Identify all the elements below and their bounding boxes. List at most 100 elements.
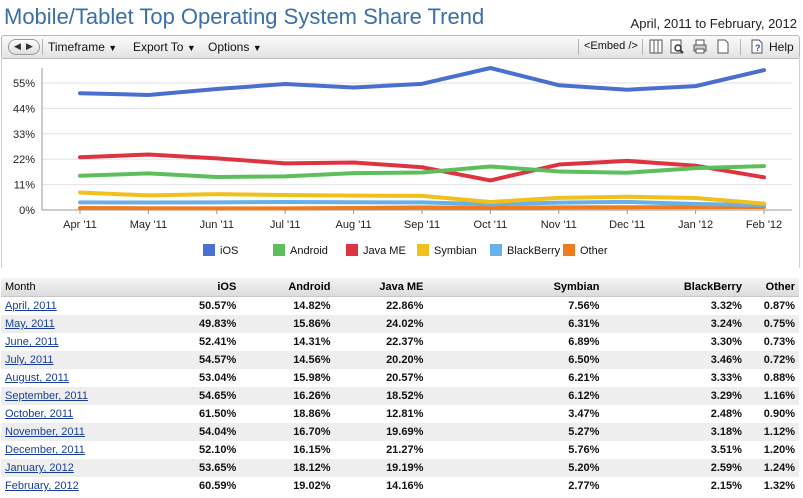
x-tick-label: Nov '11 [541, 219, 577, 231]
column-header-other[interactable]: Other [745, 278, 799, 297]
value-cell: 14.16% [386, 480, 424, 492]
month-link[interactable]: May, 2011 [5, 318, 55, 330]
column-header-ios[interactable]: iOS [134, 278, 241, 297]
x-tick-label: Feb '12 [746, 219, 782, 231]
legend-item-ios[interactable]: iOS [203, 244, 238, 257]
value-cell: 3.24% [603, 315, 746, 333]
value-cell: 16.26% [240, 387, 335, 405]
value-cell: 3.32% [710, 300, 742, 312]
month-link[interactable]: January, 2012 [5, 462, 74, 474]
forward-arrow-icon[interactable]: ▶ [26, 41, 33, 51]
value-cell: 6.21% [568, 372, 600, 384]
month-cell: November, 2011 [1, 423, 135, 441]
column-header-java-me[interactable]: Java ME [334, 278, 428, 297]
legend-label: iOS [220, 245, 239, 257]
x-tick-label: Jun '11 [200, 219, 234, 231]
month-cell: August, 2011 [1, 369, 134, 387]
export-label: Export To [133, 40, 184, 54]
value-cell: 22.37% [386, 336, 424, 348]
month-link[interactable]: December, 2011 [5, 444, 85, 456]
month-link[interactable]: October, 2011 [5, 408, 74, 420]
embed-button[interactable]: <Embed /> [584, 40, 638, 52]
page-title: Mobile/Tablet Top Operating System Share… [4, 4, 485, 29]
value-cell: 61.50% [199, 408, 237, 420]
value-cell: 52.41% [199, 336, 237, 348]
value-cell: 19.19% [334, 459, 428, 477]
month-link[interactable]: July, 2011 [5, 354, 54, 366]
value-cell: 1.32% [763, 480, 795, 492]
column-header-month[interactable]: Month [1, 278, 135, 297]
value-cell: 15.98% [293, 372, 331, 384]
value-cell: 54.04% [134, 423, 241, 441]
series-line-java-me[interactable] [78, 152, 766, 183]
value-cell: 14.82% [293, 300, 331, 312]
columns-icon[interactable] [649, 39, 663, 54]
month-link[interactable]: August, 2011 [5, 372, 70, 384]
chart-panel: 0% 11% 22% 33% 44% 55% Apr '11 May '11 Jun '11 Ju… [1, 58, 800, 268]
value-cell: 20.57% [386, 372, 424, 384]
data-table: Month iOS Android Java ME Symbian BlackBerry O… [1, 278, 799, 495]
value-cell: 3.46% [603, 351, 746, 369]
chevron-down-icon: ▼ [108, 43, 118, 53]
column-header-android[interactable]: Android [240, 278, 335, 297]
month-cell: February, 2012 [1, 477, 134, 495]
x-tick-label: May '11 [130, 219, 167, 231]
month-link[interactable]: September, 2011 [5, 390, 88, 402]
print-icon[interactable] [693, 39, 707, 54]
legend-item-android[interactable]: Android [273, 244, 328, 257]
timeframe-menu[interactable]: Timeframe ▼ [48, 40, 117, 54]
help-label[interactable]: Help [769, 40, 794, 54]
series-line-other[interactable] [78, 204, 766, 211]
value-cell: 21.27% [386, 444, 424, 456]
value-cell: 3.33% [710, 372, 742, 384]
value-cell: 2.77% [568, 480, 600, 492]
month-link[interactable]: November, 2011 [5, 426, 85, 438]
options-menu[interactable]: Options ▼ [208, 40, 262, 54]
timeframe-label: Timeframe [48, 40, 105, 54]
month-link[interactable]: April, 2011 [5, 300, 57, 312]
value-cell: 15.86% [240, 315, 335, 333]
legend-item-java-me[interactable]: Java ME [346, 244, 406, 257]
back-forward-button[interactable]: ◀ ▶ [8, 39, 40, 55]
legend-item-blackberry[interactable]: BlackBerry [490, 244, 560, 257]
legend-swatch [346, 244, 358, 256]
value-cell: 19.02% [293, 480, 331, 492]
table-row: June, 2011 52.41% 14.31% 22.37% 6.89% 3.30% 0.… [1, 333, 799, 351]
value-cell: 18.12% [240, 459, 335, 477]
value-cell: 2.15% [710, 480, 742, 492]
series-line-blackberry[interactable] [78, 199, 766, 208]
value-cell: 7.56% [568, 300, 600, 312]
legend-item-other[interactable]: Other [563, 244, 608, 257]
column-header-blackberry[interactable]: BlackBerry [603, 278, 746, 297]
series-line-android[interactable] [78, 164, 766, 179]
date-range: April, 2011 to February, 2012 [630, 16, 797, 31]
month-link[interactable]: June, 2011 [5, 336, 59, 348]
series-line-ios[interactable] [78, 66, 766, 97]
export-menu[interactable]: Export To ▼ [133, 40, 196, 54]
month-link[interactable]: February, 2012 [5, 480, 79, 492]
month-cell: December, 2011 [1, 441, 134, 459]
legend-label: Symbian [434, 245, 477, 257]
legend-label: BlackBerry [507, 245, 561, 257]
value-cell: 6.50% [427, 351, 604, 369]
value-cell: 3.18% [603, 423, 746, 441]
value-cell: 5.76% [568, 444, 600, 456]
back-arrow-icon[interactable]: ◀ [14, 41, 21, 51]
options-label: Options [208, 40, 250, 54]
value-cell: 19.69% [334, 423, 428, 441]
help-icon[interactable]: ? [750, 39, 764, 54]
document-icon[interactable] [716, 39, 730, 54]
zoom-document-icon[interactable] [670, 39, 684, 54]
x-tick-label: Oct '11 [474, 219, 508, 231]
y-tick-label: 22% [13, 154, 35, 166]
x-tick-label: Apr '11 [63, 219, 97, 231]
series-line-symbian[interactable] [78, 190, 766, 206]
month-cell: April, 2011 [1, 297, 134, 316]
y-tick-label: 55% [13, 78, 35, 90]
column-header-symbian[interactable]: Symbian [427, 278, 604, 297]
legend-item-symbian[interactable]: Symbian [417, 244, 477, 257]
value-cell: 3.47% [568, 408, 600, 420]
line-chart: 0% 11% 22% 33% 44% 55% Apr '11 May '11 Jun '11 Ju… [13, 66, 792, 231]
legend-label: Android [290, 245, 328, 257]
legend-swatch [273, 244, 285, 256]
